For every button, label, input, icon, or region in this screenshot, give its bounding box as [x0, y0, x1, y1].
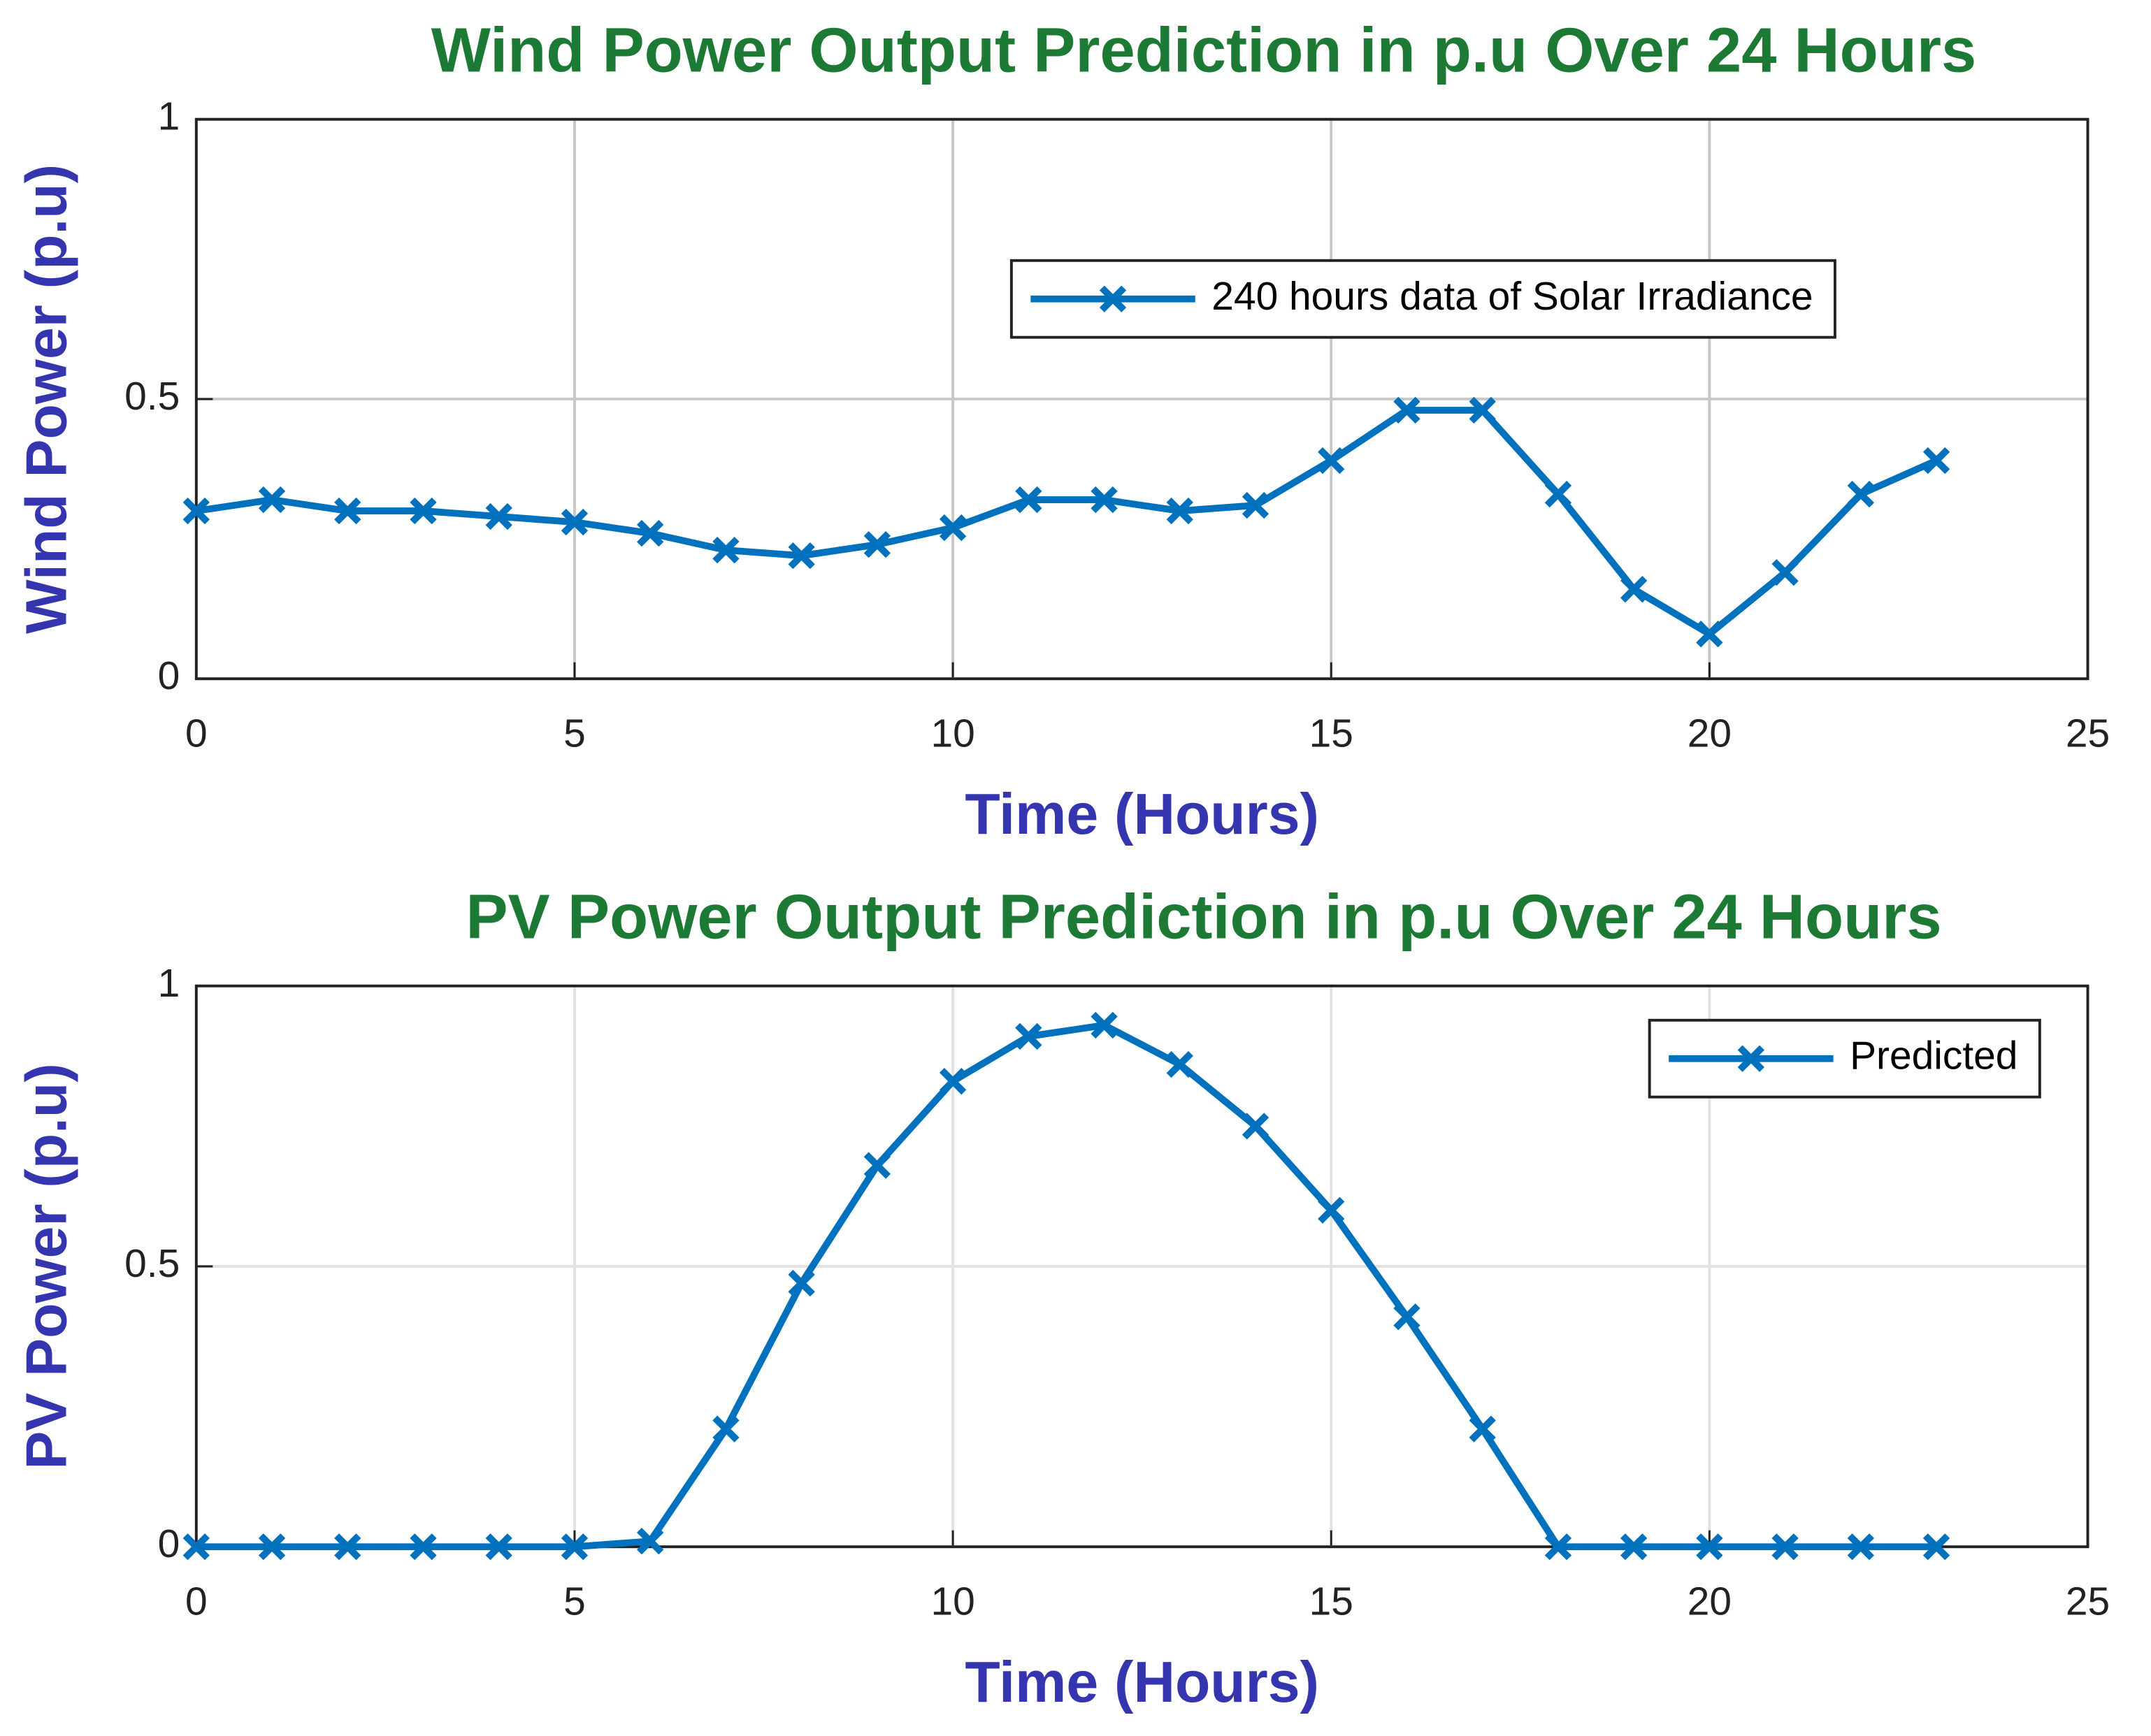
panel: 0 5 10 15 20 25 0 0.5 1 Wind Power Output Predict…	[15, 15, 2110, 846]
marker	[1318, 1196, 1345, 1224]
x-tick-label: 20	[1688, 1579, 1732, 1624]
marker	[334, 1533, 361, 1561]
axes-box	[194, 984, 2089, 1549]
y-tick-label: 0.5	[124, 1241, 180, 1286]
marker	[1015, 1022, 1042, 1050]
marker	[1696, 1533, 1723, 1561]
marker	[1242, 491, 1269, 519]
y-tick-label: 1	[158, 961, 180, 1006]
marker	[1015, 486, 1042, 514]
marker	[410, 497, 437, 525]
x-tick-label: 5	[563, 711, 586, 756]
x-tick-label: 0	[185, 1579, 208, 1624]
marker	[1393, 1303, 1420, 1331]
marker	[1091, 1011, 1118, 1039]
marker	[863, 530, 891, 558]
panel: 0 5 10 15 20 25 0 0.5 1 PV Power Output Predictio…	[15, 881, 2110, 1714]
legend-label: 240 hours data of Solar Irradiance	[1211, 274, 1813, 319]
y-axis-label: Wind Power (p.u)	[15, 164, 79, 634]
marker	[1847, 1533, 1874, 1561]
marker	[1318, 447, 1345, 475]
marker	[1922, 1533, 1950, 1561]
x-tick-label: 20	[1688, 711, 1732, 756]
marker	[410, 1533, 437, 1561]
y-tick-label: 0	[158, 653, 180, 698]
x-tick-label: 5	[563, 1579, 586, 1624]
marker	[1620, 575, 1648, 603]
legend: 240 hours data of Solar Irradiance	[1009, 259, 1836, 339]
x-axis-label: Time (Hours)	[965, 782, 1319, 846]
marker	[1166, 1050, 1193, 1078]
y-tick-label: 0	[158, 1521, 180, 1566]
marker	[1771, 1533, 1799, 1561]
marker	[182, 1533, 210, 1561]
marker	[1469, 1415, 1496, 1442]
marker	[712, 1415, 740, 1442]
marker	[485, 502, 512, 530]
legend-marker	[1737, 1045, 1765, 1072]
marker	[863, 1152, 891, 1179]
marker	[1393, 396, 1420, 424]
y-tick-label: 1	[158, 94, 180, 139]
marker	[258, 1533, 286, 1561]
marker	[1166, 497, 1193, 525]
marker	[1696, 621, 1723, 648]
x-tick-label: 15	[1309, 1579, 1353, 1624]
series-line	[196, 1022, 1937, 1551]
legend: Predicted	[1648, 1018, 2041, 1099]
marker	[182, 497, 210, 525]
marker	[485, 1533, 512, 1561]
x-tick-label: 25	[2066, 711, 2110, 756]
marker	[939, 1067, 967, 1095]
chart-title: PV Power Output Prediction in p.u Over 2…	[466, 881, 1941, 952]
marker	[1847, 480, 1874, 508]
x-tick-label: 10	[930, 1579, 974, 1624]
marker	[788, 1269, 815, 1297]
marker	[939, 514, 967, 542]
x-tick-label: 25	[2066, 1579, 2110, 1624]
marker	[1544, 1533, 1572, 1561]
marker	[637, 1528, 664, 1555]
x-axis-label: Time (Hours)	[965, 1650, 1319, 1714]
x-tick-label: 15	[1309, 711, 1353, 756]
marker	[1242, 1113, 1269, 1140]
y-axis-label: PV Power (p.u)	[15, 1063, 79, 1469]
marker	[1922, 447, 1950, 475]
series-line	[196, 407, 1938, 638]
marker	[1544, 480, 1572, 508]
x-tick-label: 10	[930, 711, 974, 756]
legend-label: Predicted	[1850, 1034, 2017, 1078]
marker	[561, 508, 589, 536]
marker	[1091, 486, 1118, 514]
marker	[1469, 396, 1496, 424]
y-tick-label: 0.5	[124, 374, 180, 419]
marker	[1620, 1533, 1648, 1561]
marker	[561, 1533, 589, 1561]
legend-marker	[1099, 285, 1127, 312]
x-tick-label: 0	[185, 711, 208, 756]
marker	[258, 486, 286, 514]
marker	[712, 536, 740, 564]
marker	[1771, 558, 1799, 586]
marker	[334, 497, 361, 525]
marker	[637, 519, 664, 547]
chart-title: Wind Power Output Prediction in p.u Over…	[431, 15, 1977, 85]
marker	[788, 542, 815, 570]
axes-box	[194, 117, 2089, 681]
